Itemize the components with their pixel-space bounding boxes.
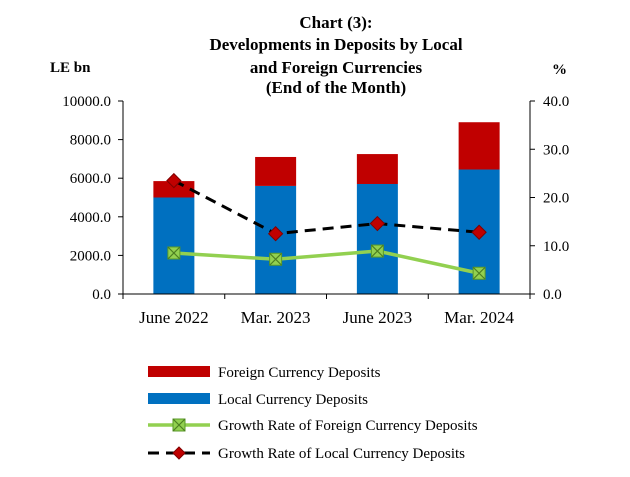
line-growth-local <box>173 179 480 236</box>
legend-marker-growth-local <box>172 446 186 460</box>
point-growth-local-0 <box>166 172 182 189</box>
x-tick-label-1: Mar. 2023 <box>241 308 311 327</box>
legend-swatch-local <box>148 393 210 404</box>
point-growth-foreign-cross-1 <box>269 252 283 266</box>
right-tick-label-2: 20.0 <box>543 191 569 207</box>
point-growth-foreign-cross-2 <box>370 244 384 258</box>
bar-foreign-3 <box>458 122 500 170</box>
point-growth-foreign-3 <box>472 266 486 280</box>
line-growth-foreign <box>173 249 480 275</box>
left-axis-unit: LE bn <box>50 60 91 76</box>
chart-title-line-2: Developments in Deposits by Local <box>209 35 462 54</box>
legend-label-local: Local Currency Deposits <box>218 392 368 408</box>
bar-foreign-0 <box>153 181 195 198</box>
right-tick-label-0: 0.0 <box>543 287 562 303</box>
legend-swatch-foreign <box>148 366 210 377</box>
left-tick-label-4: 8000.0 <box>70 133 111 149</box>
right-tick-label-1: 10.0 <box>543 239 569 255</box>
legend-label-growth-foreign: Growth Rate of Foreign Currency Deposits <box>218 418 478 434</box>
legend: Foreign Currency Deposits Local Currency … <box>148 365 478 462</box>
point-growth-foreign-cross-0 <box>167 246 181 260</box>
bar-foreign-1 <box>255 156 297 186</box>
point-growth-local-3 <box>471 224 487 240</box>
chart-title-line-1: Chart (3): <box>299 13 372 32</box>
bar-foreign-2 <box>356 154 398 184</box>
point-growth-foreign-cross-3 <box>472 266 486 280</box>
right-tick-label-3: 30.0 <box>543 142 569 158</box>
bar-local-0 <box>153 197 195 294</box>
left-tick-label-2: 4000.0 <box>70 210 111 226</box>
point-growth-foreign-0 <box>167 246 181 260</box>
legend-label-growth-local: Growth Rate of Local Currency Deposits <box>218 446 465 462</box>
left-tick-label-0: 0.0 <box>92 287 111 303</box>
bar-local-2 <box>356 183 398 294</box>
left-tick-label-1: 2000.0 <box>70 248 111 264</box>
point-growth-local-2 <box>369 215 386 232</box>
plot-area: 0.0 2000.0 4000.0 6000.0 8000.0 10000.0 0.0 10.… <box>62 94 569 327</box>
chart-title-line-4: (End of the Month) <box>266 78 406 97</box>
x-tick-label-3: Mar. 2024 <box>444 308 514 327</box>
right-tick-label-4: 40.0 <box>543 94 569 110</box>
right-axis-unit: % <box>552 62 567 78</box>
left-tick-label-3: 6000.0 <box>70 171 111 187</box>
point-growth-foreign-2 <box>370 244 384 258</box>
point-growth-local-1 <box>267 225 284 242</box>
x-tick-label-0: June 2022 <box>139 308 208 327</box>
legend-marker-growth-foreign-cross <box>172 418 186 432</box>
x-tick-label-2: June 2023 <box>343 308 412 327</box>
left-tick-label-5: 10000.0 <box>62 94 111 110</box>
chart-title: Chart (3): Developments in Deposits by L… <box>209 13 462 97</box>
legend-label-foreign: Foreign Currency Deposits <box>218 365 381 381</box>
point-growth-foreign-1 <box>269 252 283 266</box>
chart-title-line-3: and Foreign Currencies <box>250 58 423 77</box>
